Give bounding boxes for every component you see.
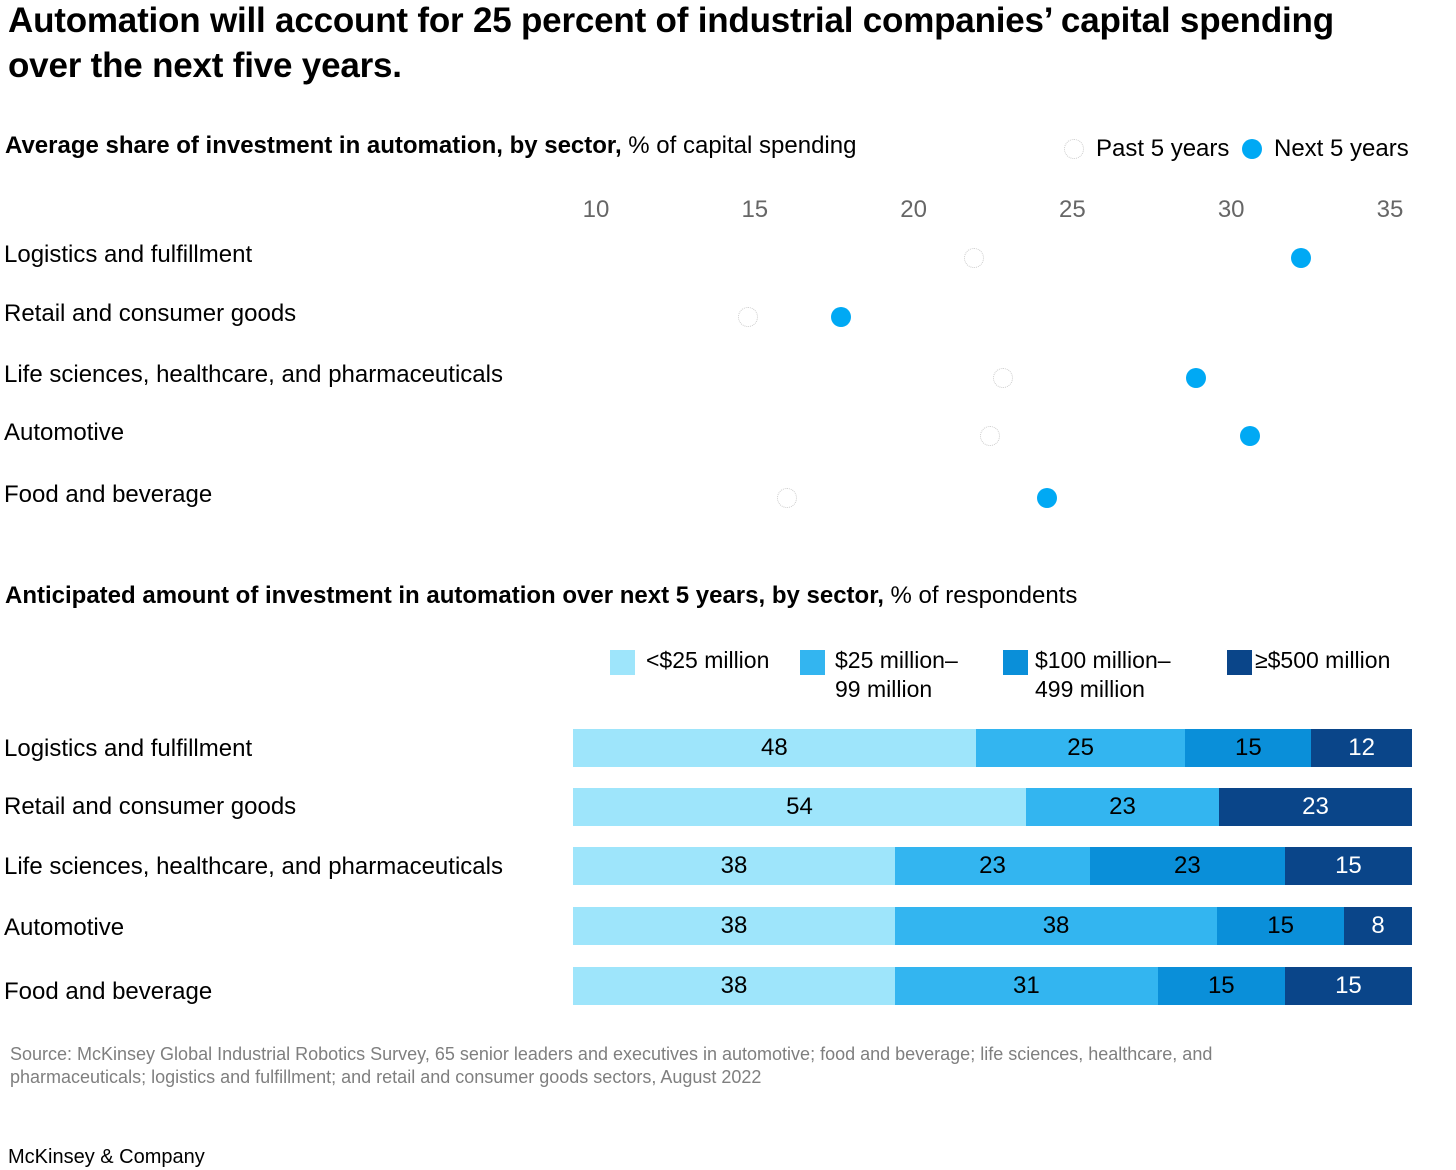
bar-value-label: 8 — [1371, 912, 1385, 939]
bar-segment: 15 — [1284, 967, 1412, 1005]
dot-chart-heading-unit: % of capital spending — [621, 132, 857, 159]
legend-swatch-500m-plus — [1227, 650, 1252, 675]
bar-chart-row-label: Food and beverage — [4, 978, 213, 1005]
bar-chart-heading-unit: % of respondents — [883, 582, 1078, 609]
x-tick-35: 35 — [1376, 196, 1404, 223]
legend-past-marker — [1064, 139, 1084, 159]
legend-next-label: Next 5 years — [1274, 135, 1409, 162]
dot-chart-heading-bold: Average share of investment in automatio… — [5, 132, 622, 159]
past-5-years-point — [776, 488, 797, 508]
x-tick-20: 20 — [900, 196, 927, 223]
legend-label-100m-499m: $100 million– 499 million — [1035, 647, 1171, 702]
bar-value-label: 25 — [1067, 734, 1094, 761]
chart-title: Automation will account for 25 percent o… — [8, 1, 1334, 85]
legend-label-25m-99m: $25 million– 99 million — [835, 647, 958, 702]
bar-chart-row-label: Life sciences, healthcare, and pharmaceu… — [4, 853, 503, 880]
dot-chart-row-label: Retail and consumer goods — [4, 300, 297, 327]
bar-value-label: 15 — [1335, 852, 1362, 879]
bar-value-label: 15 — [1235, 734, 1262, 761]
next-5-years-point — [1291, 248, 1312, 268]
bar-segment: 54 — [573, 788, 1027, 826]
bar-segment: 8 — [1344, 907, 1412, 945]
bar-value-label: 38 — [720, 972, 748, 999]
bar-chart-row-label: Automotive — [4, 914, 125, 941]
bar-chart-row-label: Logistics and fulfillment — [4, 735, 253, 762]
legend-label-500m-plus: ≥$500 million — [1255, 647, 1391, 673]
bar-segment: 15 — [1217, 907, 1345, 945]
bar-segment: 15 — [1284, 847, 1412, 885]
source-note: Source: McKinsey Global Industrial Robot… — [10, 1044, 1213, 1087]
bar-value-label: 12 — [1348, 734, 1375, 761]
bar-segment: 23 — [1219, 788, 1412, 826]
next-5-years-point — [1240, 426, 1261, 446]
legend-swatch-100m-499m — [1003, 650, 1028, 675]
legend-next-marker — [1242, 139, 1262, 159]
dot-chart-row-label: Life sciences, healthcare, and pharmaceu… — [4, 361, 503, 388]
bar-segment: 23 — [895, 847, 1090, 885]
x-tick-10: 10 — [582, 196, 610, 223]
brand-label: McKinsey & Company — [8, 1146, 205, 1168]
bar-chart: Logistics and fulfillment 48 25 15 12 Retail … — [0, 720, 1456, 1020]
bar-chart-heading: Anticipated amount of investment in auto… — [5, 581, 1077, 611]
bar-value-label: 23 — [1302, 793, 1329, 820]
bar-chart-row-label: Retail and consumer goods — [4, 793, 297, 820]
bar-segment: 38 — [573, 847, 896, 885]
bar-value-label: 31 — [1013, 972, 1040, 999]
dot-chart-row-label: Automotive — [4, 419, 125, 446]
dot-chart-row-label: Logistics and fulfillment — [4, 241, 253, 268]
next-5-years-point — [830, 307, 851, 327]
x-tick-30: 30 — [1217, 196, 1245, 223]
bar-value-label: 48 — [761, 734, 788, 761]
dot-chart-row-label: Food and beverage — [4, 481, 213, 508]
past-5-years-point — [979, 426, 1000, 446]
legend-past: Past 5 years — [1064, 134, 1229, 164]
past-5-years-point — [992, 368, 1013, 388]
next-5-years-point — [1186, 368, 1207, 388]
legend-next: Next 5 years — [1242, 134, 1409, 164]
bar-value-label: 15 — [1267, 912, 1294, 939]
bar-segment: 38 — [895, 907, 1218, 945]
legend-label-under-25m: <$25 million — [646, 647, 770, 673]
dot-chart: 10 15 20 25 30 35 Logistics and fulfillment Ret… — [0, 190, 1456, 530]
bar-segment: 38 — [573, 967, 896, 1005]
bar-value-label: 38 — [1042, 912, 1070, 939]
x-tick-15: 15 — [741, 196, 769, 223]
bar-segment: 15 — [1157, 967, 1285, 1005]
bar-value-label: 15 — [1335, 972, 1362, 999]
bar-value-label: 38 — [720, 852, 748, 879]
bar-value-label: 23 — [1109, 793, 1136, 820]
bar-segment: 38 — [573, 907, 896, 945]
bar-chart-heading-bold: Anticipated amount of investment in auto… — [5, 582, 884, 609]
x-tick-25: 25 — [1059, 196, 1086, 223]
bar-value-label: 15 — [1207, 972, 1235, 999]
next-5-years-point — [1036, 488, 1057, 508]
bar-value-label: 23 — [979, 852, 1006, 879]
bar-segment: 25 — [975, 729, 1186, 767]
bar-segment: 23 — [1089, 847, 1285, 885]
bar-value-label: 38 — [720, 912, 748, 939]
bar-segment: 15 — [1185, 729, 1312, 767]
past-5-years-point — [963, 248, 984, 268]
bar-value-label: 23 — [1174, 852, 1201, 879]
legend-swatch-25m-99m — [800, 650, 825, 675]
bar-segment: 23 — [1026, 788, 1220, 826]
bar-segment: 31 — [895, 967, 1158, 1005]
bar-segment: 48 — [573, 729, 976, 767]
past-5-years-point — [738, 307, 759, 327]
legend-swatch-under-25m — [610, 650, 635, 675]
bar-chart-legend: <$25 million $25 million– 99 million $10… — [0, 646, 1456, 706]
legend-past-label: Past 5 years — [1096, 135, 1230, 162]
dot-chart-heading: Average share of investment in automatio… — [5, 131, 856, 161]
bar-segment: 12 — [1311, 729, 1412, 767]
bar-value-label: 54 — [786, 793, 813, 820]
